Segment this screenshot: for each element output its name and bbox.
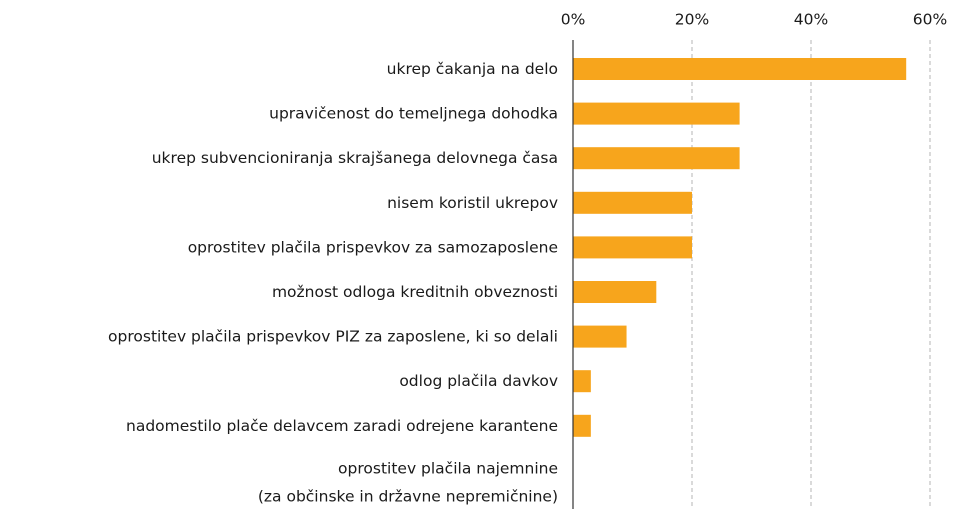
x-tick-label: 40%: [794, 11, 828, 29]
bar: [573, 147, 740, 170]
x-tick-label: 0%: [561, 11, 586, 29]
y-tick-label: nadomestilo plače delavcem zaradi odreje…: [126, 416, 558, 434]
y-tick-label: oprostitev plačila prispevkov PIZ za zap…: [108, 327, 558, 345]
x-tick-label: 60%: [913, 11, 947, 29]
bar: [573, 281, 657, 303]
bar: [573, 191, 692, 214]
y-tick-label: nisem koristil ukrepov: [387, 193, 558, 211]
bar: [573, 102, 740, 125]
y-tick-label: upravičenost do temeljnega dohodka: [269, 104, 558, 122]
y-tick-label: oprostitev plačila najemnine (za občinske…: [258, 459, 558, 505]
y-tick-label: ukrep subvencioniranja skrajšanega delov…: [152, 149, 558, 167]
bar: [573, 58, 907, 80]
bar: [573, 414, 591, 437]
bar: [573, 236, 692, 259]
y-tick-label: oprostitev plačila prispevkov za samozap…: [188, 238, 558, 256]
x-tick-label: 20%: [675, 11, 709, 29]
bar: [573, 325, 627, 348]
y-tick-label: odlog plačila davkov: [399, 372, 558, 390]
bar: [573, 370, 591, 393]
y-tick-label: ukrep čakanja na delo: [387, 60, 558, 78]
y-tick-label: možnost odloga kreditnih obveznosti: [272, 283, 558, 301]
